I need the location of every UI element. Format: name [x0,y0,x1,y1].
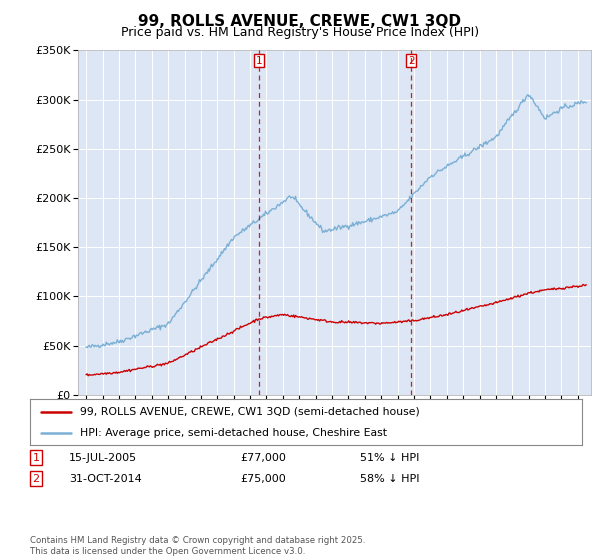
Text: 31-OCT-2014: 31-OCT-2014 [69,474,142,484]
Text: 2: 2 [408,55,415,66]
Text: 99, ROLLS AVENUE, CREWE, CW1 3QD (semi-detached house): 99, ROLLS AVENUE, CREWE, CW1 3QD (semi-d… [80,407,419,417]
Text: HPI: Average price, semi-detached house, Cheshire East: HPI: Average price, semi-detached house,… [80,428,386,438]
Text: 1: 1 [32,452,40,463]
Text: £75,000: £75,000 [240,474,286,484]
Text: 2: 2 [32,474,40,484]
Text: 58% ↓ HPI: 58% ↓ HPI [360,474,419,484]
Text: 99, ROLLS AVENUE, CREWE, CW1 3QD: 99, ROLLS AVENUE, CREWE, CW1 3QD [139,14,461,29]
Text: 51% ↓ HPI: 51% ↓ HPI [360,452,419,463]
Text: Contains HM Land Registry data © Crown copyright and database right 2025.
This d: Contains HM Land Registry data © Crown c… [30,536,365,556]
Text: Price paid vs. HM Land Registry's House Price Index (HPI): Price paid vs. HM Land Registry's House … [121,26,479,39]
Text: 1: 1 [256,55,262,66]
Text: £77,000: £77,000 [240,452,286,463]
Text: 15-JUL-2005: 15-JUL-2005 [69,452,137,463]
